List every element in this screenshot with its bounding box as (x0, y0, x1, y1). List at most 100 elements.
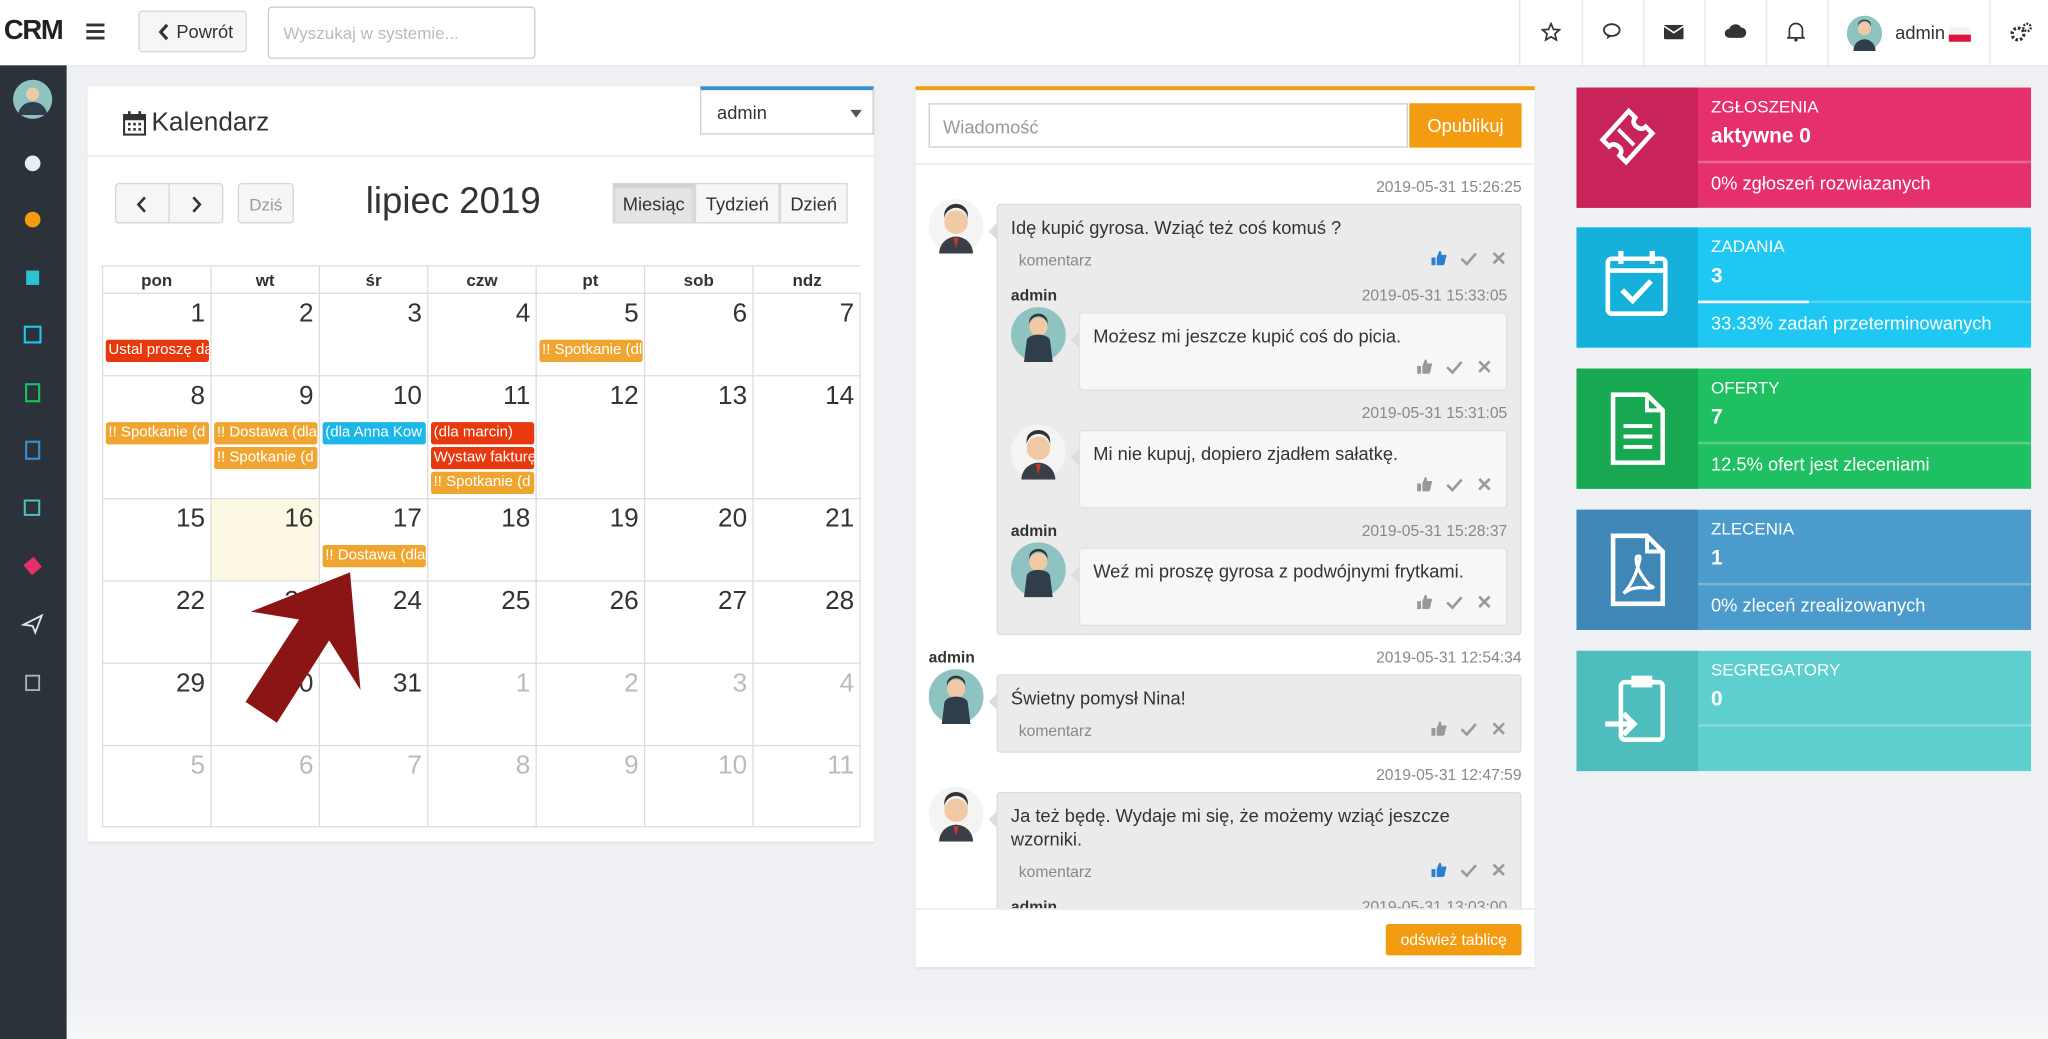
day-cell[interactable]: 13 (643, 375, 753, 498)
user-avatar[interactable] (1846, 15, 1883, 51)
day-cell[interactable]: 1 Ustal proszę da (101, 292, 211, 376)
day-cell[interactable]: 25 (427, 580, 536, 663)
bell-icon[interactable] (1786, 21, 1806, 42)
settings-icon[interactable] (2010, 22, 2032, 43)
day-cell[interactable]: 12 (535, 375, 644, 498)
reject-icon[interactable] (1490, 720, 1507, 741)
like-icon[interactable] (1430, 250, 1447, 271)
binders-icon[interactable] (23, 499, 41, 516)
day-cell[interactable]: 9 (535, 744, 644, 828)
comment-link[interactable]: komentarz (1018, 862, 1092, 881)
view-button[interactable]: Miesiąc (612, 182, 695, 224)
like-icon[interactable] (1416, 593, 1433, 614)
event[interactable]: (dla Anna Kow (322, 422, 426, 445)
mail-icon[interactable] (1663, 24, 1684, 41)
like-icon[interactable] (1430, 720, 1447, 741)
day-cell[interactable]: 19 (535, 497, 644, 581)
day-cell[interactable]: 11 (dla marcin) Wystaw fakturę!! Spotkanie… (427, 375, 536, 498)
orders-icon[interactable] (25, 440, 41, 460)
reject-icon[interactable] (1476, 593, 1493, 614)
day-cell[interactable]: 2 (210, 292, 319, 376)
accept-icon[interactable] (1460, 720, 1477, 741)
comment-link[interactable]: komentarz (1018, 250, 1092, 270)
event[interactable]: !! Spotkanie (d (431, 471, 535, 495)
event[interactable]: !! Spotkanie (dl (539, 339, 643, 363)
comment-link[interactable]: komentarz (1018, 721, 1092, 740)
day-cell[interactable]: 31 (318, 662, 428, 745)
offers-icon[interactable] (25, 383, 41, 403)
day-cell[interactable]: 10 (dla Anna Kow (318, 375, 428, 498)
next-button[interactable] (168, 182, 224, 224)
event[interactable]: !! Dostawa (dla (214, 422, 318, 445)
menu-icon[interactable] (86, 23, 105, 41)
stat-card[interactable]: ZLECENIA 1 0% zleceń zrealizowanych (1576, 509, 2032, 630)
search-input[interactable]: Wyszukaj w systemie... (267, 6, 536, 59)
day-cell[interactable]: 6 (643, 292, 753, 376)
event[interactable]: !! Spotkanie (d (214, 446, 318, 470)
send-icon[interactable] (20, 613, 44, 636)
day-cell[interactable]: 15 (101, 497, 211, 581)
event[interactable]: !! Spotkanie (d (105, 422, 209, 445)
day-cell[interactable]: 18 (427, 497, 536, 581)
user-select[interactable]: admin (700, 86, 874, 135)
reject-icon[interactable] (1476, 476, 1493, 497)
day-cell[interactable]: 27 (643, 580, 753, 663)
stat-card[interactable]: ZGŁOSZENIA aktywne 0 0% zgłoszeń rozwiazan… (1576, 87, 2032, 208)
publish-button[interactable]: Opublikuj (1409, 103, 1522, 148)
day-cell[interactable]: 22 (101, 580, 211, 663)
event[interactable]: Ustal proszę da (105, 339, 209, 363)
tasks-icon[interactable] (26, 270, 40, 285)
event[interactable]: (dla marcin) (431, 422, 535, 445)
accept-icon[interactable] (1460, 250, 1477, 271)
prev-button[interactable] (114, 182, 170, 224)
stat-card[interactable]: SEGREGATORY 0 (1576, 650, 2032, 772)
day-cell[interactable]: 2 (535, 662, 644, 745)
dashboard-icon[interactable] (24, 155, 41, 172)
reject-icon[interactable] (1476, 358, 1493, 379)
stat-card[interactable]: ZADANIA 3 33.33% zadań przeterminowanych (1576, 227, 2032, 348)
reject-icon[interactable] (1490, 250, 1507, 271)
day-cell[interactable]: 9 !! Dostawa (dla!! Spotkanie (d (210, 375, 319, 498)
user-name[interactable]: admin (1895, 22, 1945, 44)
refresh-button[interactable]: odśwież tablicę (1385, 923, 1522, 956)
day-cell[interactable]: 20 (643, 497, 753, 581)
like-icon[interactable] (1430, 861, 1447, 882)
day-cell[interactable]: 1 (427, 662, 536, 745)
accept-icon[interactable] (1460, 861, 1477, 882)
day-cell[interactable]: 3 (643, 662, 753, 745)
day-cell[interactable]: 3 (318, 292, 428, 376)
contacts-icon[interactable] (24, 211, 41, 228)
day-cell[interactable]: 8 (427, 744, 536, 828)
brand[interactable]: CRM (3, 15, 64, 46)
calendar-icon[interactable] (23, 325, 42, 344)
stat-card[interactable]: OFERTY 7 12.5% ofert jest zleceniami (1576, 368, 2032, 489)
day-cell[interactable]: 5 (101, 744, 211, 828)
day-cell[interactable]: 4 (752, 662, 861, 745)
back-button[interactable]: Powrót (138, 10, 247, 53)
day-cell[interactable]: 21 (752, 497, 861, 581)
like-icon[interactable] (1416, 358, 1433, 379)
view-button[interactable]: Dzień (779, 182, 848, 224)
day-cell[interactable]: 26 (535, 580, 644, 663)
day-cell[interactable]: 11 (752, 744, 861, 828)
day-cell[interactable]: 7 (318, 744, 428, 828)
day-cell[interactable]: 6 (210, 744, 319, 828)
chat-icon[interactable] (1603, 22, 1624, 42)
event[interactable]: Wystaw fakturę (431, 446, 535, 470)
today-button[interactable]: Dziś (237, 182, 294, 224)
day-cell[interactable]: 16 (210, 497, 319, 581)
day-cell[interactable]: 10 (643, 744, 753, 828)
accept-icon[interactable] (1446, 476, 1463, 497)
flag-icon[interactable] (1948, 27, 1971, 42)
day-cell[interactable]: 5 !! Spotkanie (dl (535, 292, 644, 376)
day-cell[interactable]: 28 (752, 580, 861, 663)
message-input[interactable]: Wiadomość (928, 103, 1408, 148)
tickets-icon[interactable] (23, 556, 42, 576)
like-icon[interactable] (1416, 476, 1433, 497)
notes-icon[interactable] (25, 674, 41, 691)
day-cell[interactable]: 7 (752, 292, 861, 376)
day-cell[interactable]: 8 !! Spotkanie (d (101, 375, 211, 498)
reject-icon[interactable] (1490, 861, 1507, 882)
accept-icon[interactable] (1446, 358, 1463, 379)
day-cell[interactable]: 4 (427, 292, 536, 376)
